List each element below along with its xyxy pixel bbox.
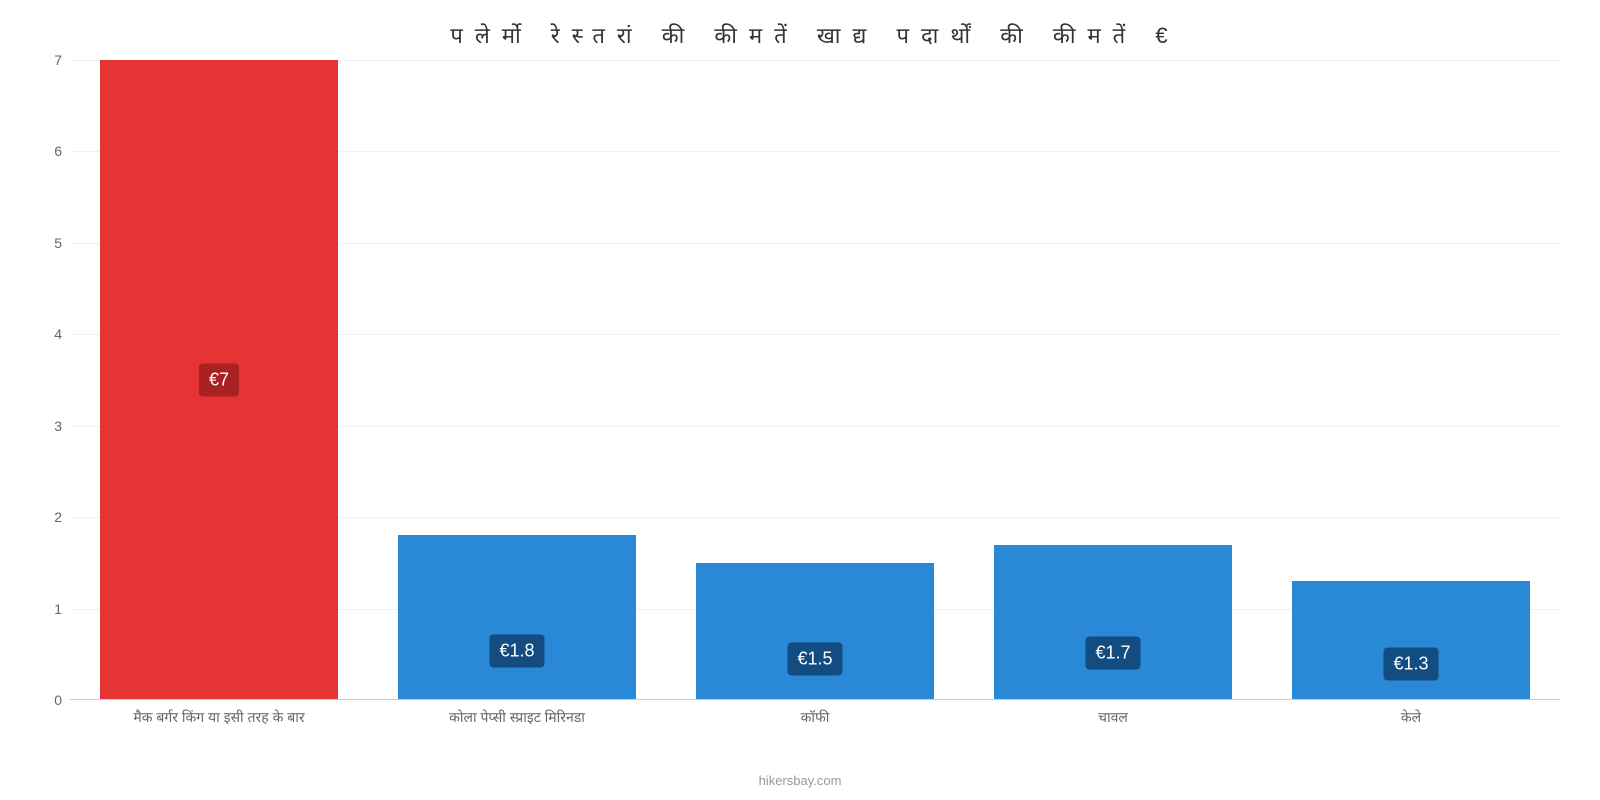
y-tick: 1 (54, 601, 62, 617)
y-tick: 6 (54, 143, 62, 159)
bar: €1.3 (1292, 581, 1530, 700)
bar-value-label: €1.8 (489, 634, 544, 667)
bar: €7 (100, 60, 338, 700)
chart-container: पलेर्मो रेस्तरां की कीमतें खाद्य पदार्थो… (0, 0, 1600, 800)
y-tick: 5 (54, 235, 62, 251)
bar-value-label: €1.7 (1085, 637, 1140, 670)
bar-slot: €1.3 (1262, 60, 1560, 700)
y-tick: 7 (54, 52, 62, 68)
y-tick: 2 (54, 509, 62, 525)
footer-credit: hikersbay.com (0, 773, 1600, 788)
bar-slot: €1.8 (368, 60, 666, 700)
y-tick: 3 (54, 418, 62, 434)
bar-value-label: €1.5 (787, 642, 842, 675)
baseline (70, 699, 1560, 700)
x-category-label: केले (1262, 708, 1560, 727)
bar-slot: €1.5 (666, 60, 964, 700)
bars-row: €7 €1.8 €1.5 €1.7 €1.3 (70, 60, 1560, 700)
bar: €1.5 (696, 563, 934, 700)
bar-value-label: €1.3 (1383, 648, 1438, 681)
x-category-label: चावल (964, 708, 1262, 727)
bar-slot: €1.7 (964, 60, 1262, 700)
bar: €1.7 (994, 545, 1232, 700)
bar: €1.8 (398, 535, 636, 700)
y-tick: 0 (54, 692, 62, 708)
y-tick: 4 (54, 326, 62, 342)
x-category-label: कॉफी (666, 708, 964, 727)
plot-area: 01234567 €7€1.8€1.5€1.7€1.3 मैक बर्गर कि… (70, 60, 1560, 700)
x-category-label: कोला पेप्सी स्प्राइट मिरिनडा (368, 708, 666, 727)
bar-slot: €7 (70, 60, 368, 700)
chart-title: पलेर्मो रेस्तरां की कीमतें खाद्य पदार्थो… (70, 20, 1560, 50)
bar-value-label: €7 (199, 364, 239, 397)
x-axis-labels: मैक बर्गर किंग या इसी तरह के बारकोला पेप… (70, 708, 1560, 727)
y-axis: 01234567 (40, 60, 70, 700)
x-category-label: मैक बर्गर किंग या इसी तरह के बार (70, 708, 368, 727)
